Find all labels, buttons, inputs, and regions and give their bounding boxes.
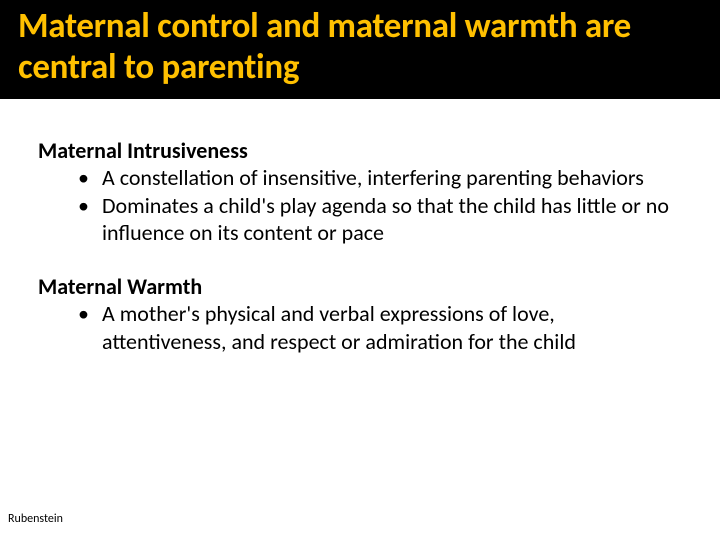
bullet-list: A mother's physical and verbal expressio…	[38, 300, 682, 355]
section-heading: Maternal Warmth	[38, 273, 682, 301]
list-item: Dominates a child's play agenda so that …	[78, 192, 682, 247]
section-intrusiveness: Maternal Intrusiveness A constellation o…	[38, 137, 682, 247]
footer-citation: Rubenstein	[8, 512, 63, 526]
section-warmth: Maternal Warmth A mother's physical and …	[38, 273, 682, 356]
list-item: A mother's physical and verbal expressio…	[78, 300, 682, 355]
list-item: A constellation of insensitive, interfer…	[78, 164, 682, 192]
bullet-list: A constellation of insensitive, interfer…	[38, 164, 682, 247]
slide-title: Maternal control and maternal warmth are…	[18, 6, 702, 89]
title-bar: Maternal control and maternal warmth are…	[0, 0, 720, 99]
section-heading: Maternal Intrusiveness	[38, 137, 682, 165]
slide-content: Maternal Intrusiveness A constellation o…	[0, 99, 720, 356]
